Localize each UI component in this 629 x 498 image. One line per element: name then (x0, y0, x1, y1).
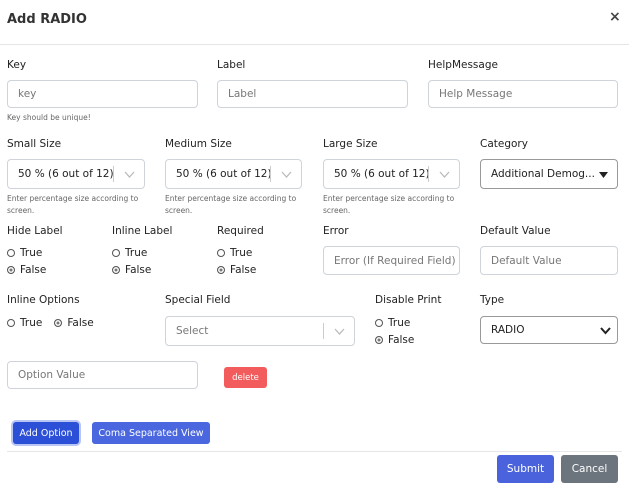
radio-label: True (20, 247, 43, 259)
select-indicator (113, 166, 144, 182)
radio-button (7, 319, 15, 327)
radio-group: True False (7, 317, 94, 329)
chevron (281, 171, 291, 178)
field-label: Special Field (165, 294, 231, 306)
field-label: Label (217, 59, 246, 71)
placeholder: Select (176, 325, 209, 337)
field-label: HelpMessage (428, 59, 498, 71)
radio-option[interactable]: True (7, 317, 42, 329)
radio-button (217, 249, 225, 257)
select-value: 50 % (6 out of 12) (176, 168, 272, 180)
select[interactable]: 50 % (6 out of 12) (165, 159, 302, 189)
submit-button[interactable]: Submit (497, 455, 554, 483)
divider (0, 44, 629, 45)
select-indicator (428, 166, 459, 182)
radio-button (7, 266, 15, 274)
select[interactable]: 50 % (6 out of 12) (7, 159, 145, 189)
placeholder: Help Message (439, 88, 513, 100)
radio-button (375, 336, 383, 344)
radio-button (7, 249, 15, 257)
radio-label: True (388, 317, 411, 329)
text-input[interactable]: Option Value (7, 361, 198, 389)
help-text: Enter percentage size according to scree… (323, 194, 455, 215)
chevron (439, 171, 449, 178)
select[interactable]: 50 % (6 out of 12) (323, 159, 460, 189)
divider (7, 451, 622, 452)
field-label: Type (480, 294, 505, 306)
field-label: Category (480, 138, 528, 150)
field-label: Small Size (7, 138, 62, 150)
radio-option[interactable]: False (7, 264, 46, 276)
select[interactable]: RADIO (480, 316, 618, 344)
radio-option[interactable]: True (375, 317, 414, 329)
chevron (124, 171, 134, 178)
radio-label: True (230, 247, 253, 259)
select-value: 50 % (6 out of 12) (334, 168, 430, 180)
radio-label: False (125, 264, 152, 276)
radio-option[interactable]: False (217, 264, 256, 276)
radio-group: True False (112, 247, 151, 276)
field-label: Hide Label (7, 225, 63, 237)
text-input[interactable]: key (7, 80, 198, 108)
help-text: Key should be unique! (7, 113, 91, 122)
field-label: Inline Options (7, 294, 80, 306)
cancel-button[interactable]: Cancel (561, 455, 618, 483)
radio-button (217, 266, 225, 274)
radio-group: True False (217, 247, 256, 276)
caret (599, 172, 608, 178)
modal-title: Add RADIO (7, 12, 87, 27)
text-input[interactable]: Help Message (428, 80, 618, 108)
radio-group: True False (7, 247, 46, 276)
radio-label: False (67, 317, 94, 329)
text-input[interactable]: Label (217, 80, 408, 108)
field-label: Large Size (323, 138, 378, 150)
select-indicator (323, 323, 354, 339)
radio-option[interactable]: False (112, 264, 151, 276)
placeholder: key (18, 88, 37, 100)
select-indicator (270, 166, 301, 182)
field-label: Disable Print (375, 294, 442, 306)
radio-option[interactable]: True (7, 247, 46, 259)
field-label: Key (7, 59, 27, 71)
text-input[interactable]: Default Value (480, 246, 618, 275)
text-input[interactable]: Error (If Required Field) (323, 246, 460, 275)
select-value: Additional Demog... (491, 168, 595, 180)
select[interactable]: Select (165, 316, 355, 346)
radio-option[interactable]: True (217, 247, 256, 259)
radio-button (112, 249, 120, 257)
radio-label: False (20, 264, 47, 276)
coma-view-button[interactable]: Coma Separated View (92, 422, 210, 444)
field-label: Medium Size (165, 138, 232, 150)
field-label: Error (323, 225, 349, 237)
select[interactable]: Additional Demog... (480, 159, 618, 189)
radio-label: True (20, 317, 43, 329)
field-label: Inline Label (112, 225, 173, 237)
close-button[interactable]: × (609, 9, 621, 25)
placeholder: Label (228, 88, 257, 100)
radio-button (375, 319, 383, 327)
radio-option[interactable]: False (54, 317, 94, 329)
select-value: RADIO (491, 324, 525, 336)
radio-label: True (125, 247, 148, 259)
field-label: Required (217, 225, 264, 237)
delete-button[interactable]: delete (224, 367, 267, 388)
radio-label: False (230, 264, 257, 276)
radio-button (54, 319, 63, 327)
radio-group: True False (375, 317, 414, 346)
radio-option[interactable]: True (112, 247, 151, 259)
radio-button (112, 266, 120, 274)
radio-option[interactable]: False (375, 334, 414, 346)
placeholder: Error (If Required Field) (334, 254, 456, 267)
placeholder: Default Value (491, 254, 562, 267)
placeholder: Option Value (18, 369, 86, 381)
help-text: Enter percentage size according to scree… (165, 194, 297, 215)
select-value: 50 % (6 out of 12) (18, 168, 114, 180)
help-text: Enter percentage size according to scree… (7, 194, 139, 215)
field-label: Default Value (480, 225, 551, 237)
chevron (334, 328, 344, 335)
chevron (600, 327, 611, 335)
add-option-button[interactable]: Add Option (13, 422, 79, 444)
radio-label: False (388, 334, 415, 346)
